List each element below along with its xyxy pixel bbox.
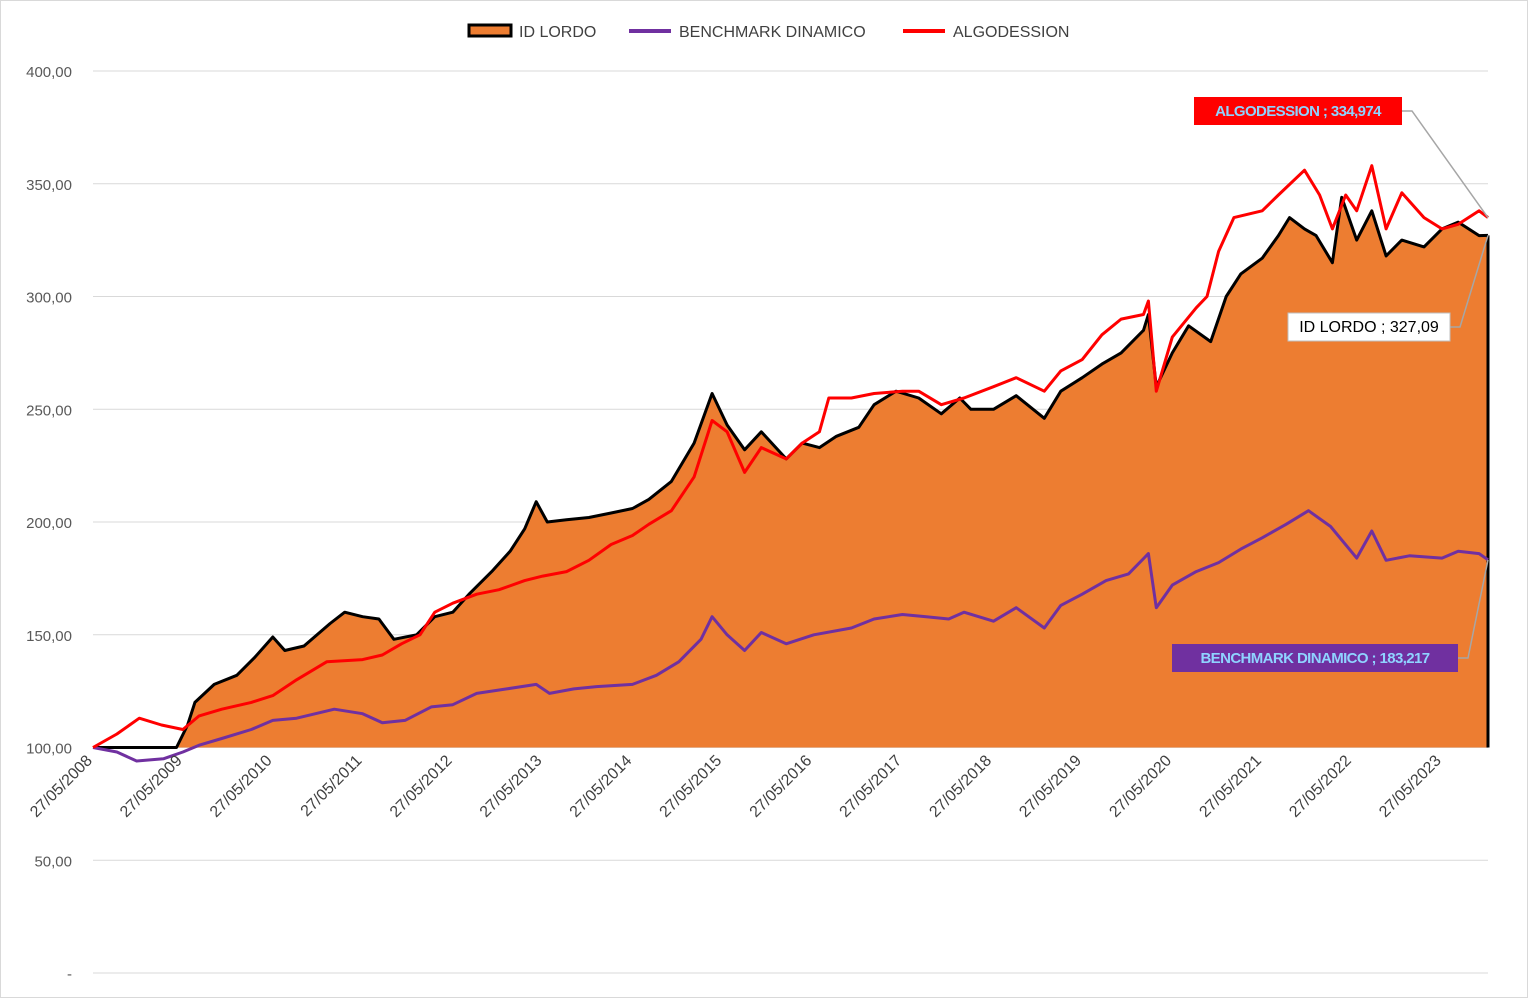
x-tick-label: 27/05/2014 xyxy=(567,752,636,821)
x-tick-label: 27/05/2021 xyxy=(1196,752,1265,821)
end-label-id-lordo: ID LORDO ; 327,09 xyxy=(1299,319,1439,336)
y-tick-label: 400,00 xyxy=(26,64,72,81)
algodession-line xyxy=(92,164,1489,749)
legend: ID LORDO BENCHMARK DINAMICO ALGODESSION xyxy=(467,23,1069,41)
x-tick-label: 27/05/2009 xyxy=(117,752,186,821)
x-tick-label: 27/05/2012 xyxy=(387,752,456,821)
benchmark-dinamico-line xyxy=(92,509,1489,763)
leader-line-id-lordo xyxy=(1450,235,1489,328)
y-tick-label: - xyxy=(67,966,72,983)
x-tick-label: 27/05/2017 xyxy=(837,752,906,821)
y-tick-label: 150,00 xyxy=(26,628,72,645)
leader-line-algodession xyxy=(1402,110,1489,219)
y-tick-label: 300,00 xyxy=(26,290,72,307)
y-tick-label: 350,00 xyxy=(26,177,72,194)
series-layer xyxy=(92,164,1490,763)
end-label-algodession: ALGODESSION ; 334,974 xyxy=(1215,103,1382,120)
x-tick-label: 27/05/2010 xyxy=(207,752,276,821)
end-label-box-algodession xyxy=(1194,97,1402,125)
x-tick-label: 27/05/2011 xyxy=(298,752,366,820)
x-tick-label: 27/05/2013 xyxy=(477,752,546,821)
x-tick-label: 27/05/2020 xyxy=(1106,752,1175,821)
leader-line-benchmark-dinamico xyxy=(1458,559,1489,659)
legend-label-algodession: ALGODESSION xyxy=(953,24,1069,41)
y-tick-label: 50,00 xyxy=(34,853,72,870)
x-tick-label: 27/05/2015 xyxy=(657,752,726,821)
legend-swatch-id-lordo xyxy=(467,23,513,38)
y-tick-label: 200,00 xyxy=(26,515,72,532)
end-label-benchmark-dinamico: BENCHMARK DINAMICO ; 183,217 xyxy=(1200,650,1429,667)
id-lordo-line xyxy=(93,195,1489,749)
x-tick-label: 27/05/2023 xyxy=(1376,752,1445,821)
y-axis: - 50,00 100,00 150,00 200,00 250,00 300,00 350,… xyxy=(26,64,72,983)
end-label-box-id-lordo xyxy=(1287,312,1451,342)
x-tick-label: 27/05/2019 xyxy=(1016,752,1085,821)
end-labels: ALGODESSION ; 334,974 ID LORDO ; 327,09 BE… xyxy=(1172,97,1489,672)
x-tick-label: 27/05/2008 xyxy=(27,752,96,821)
y-tick-label: 100,00 xyxy=(26,741,72,758)
legend-label-id-lordo: ID LORDO xyxy=(519,24,596,41)
x-tick-label: 27/05/2022 xyxy=(1286,752,1355,821)
x-tick-label: 27/05/2018 xyxy=(926,752,995,821)
x-tick-label: 27/05/2016 xyxy=(747,752,816,821)
end-label-box-benchmark-dinamico xyxy=(1172,644,1458,672)
x-axis: 27/05/2008 27/05/2009 27/05/2010 27/05/2011… xyxy=(27,752,1445,821)
legend-label-benchmark-dinamico: BENCHMARK DINAMICO xyxy=(679,24,866,41)
y-tick-label: 250,00 xyxy=(26,402,72,419)
